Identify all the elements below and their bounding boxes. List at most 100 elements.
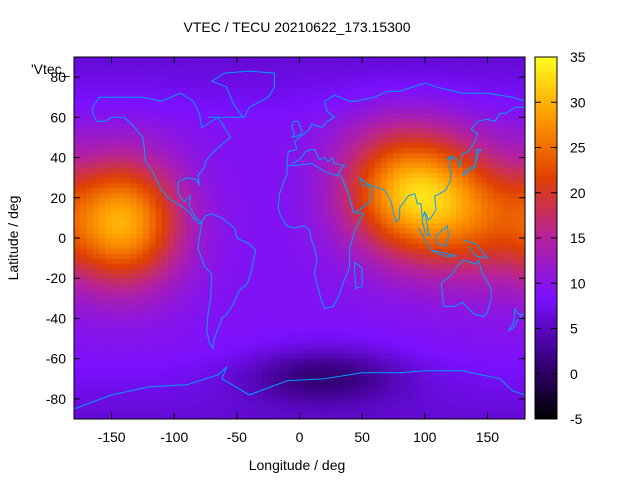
heatmap-cell [117, 348, 125, 355]
heatmap-cell [211, 403, 219, 410]
heatmap-cell [462, 212, 470, 219]
heatmap-cell [224, 227, 232, 234]
heatmap-cell [186, 92, 194, 98]
heatmap-cell [80, 303, 88, 309]
heatmap-cell [136, 408, 144, 415]
heatmap-cell [186, 87, 194, 93]
heatmap-cell [399, 323, 407, 330]
heatmap-cell [243, 383, 250, 390]
heatmap-cell [343, 358, 351, 365]
heatmap-cell [230, 92, 238, 98]
heatmap-cell [117, 147, 125, 154]
heatmap-cell [437, 202, 445, 209]
heatmap-cell [124, 303, 131, 309]
heatmap-cell [105, 222, 113, 229]
heatmap-cell [418, 378, 426, 385]
heatmap-cell [92, 97, 100, 103]
heatmap-cell [493, 232, 501, 239]
heatmap-cell [268, 142, 276, 149]
heatmap-cell [474, 253, 482, 259]
heatmap-cell [136, 167, 144, 174]
heatmap-cell [186, 313, 194, 320]
heatmap-cell [437, 177, 445, 184]
heatmap-cell [193, 298, 200, 304]
heatmap-cell [299, 403, 307, 410]
heatmap-cell [462, 283, 470, 289]
heatmap-cell [274, 152, 282, 159]
heatmap-cell [199, 182, 207, 189]
heatmap-cell [205, 92, 213, 98]
heatmap-cell [274, 408, 282, 415]
heatmap-cell [405, 217, 413, 224]
heatmap-cell [268, 338, 276, 345]
heatmap-cell [443, 172, 451, 179]
heatmap-cell [261, 217, 269, 224]
heatmap-cell [218, 398, 225, 405]
heatmap-cell [474, 172, 482, 179]
heatmap-cell [374, 328, 382, 335]
heatmap-cell [474, 122, 482, 128]
heatmap-cell [512, 278, 520, 284]
heatmap-cell [431, 338, 438, 345]
heatmap-cell [481, 182, 489, 189]
heatmap-cell [399, 278, 407, 284]
heatmap-cell [142, 162, 150, 169]
heatmap-cell [293, 82, 301, 88]
heatmap-cell [355, 238, 363, 244]
heatmap-cell [130, 248, 138, 254]
heatmap-cell [493, 82, 501, 88]
heatmap-cell [268, 107, 276, 113]
heatmap-cell [186, 268, 194, 274]
heatmap-cell [274, 232, 282, 239]
heatmap-cell [299, 157, 307, 164]
heatmap-cell [74, 197, 81, 204]
heatmap-cell [468, 197, 476, 204]
heatmap-cell [117, 187, 125, 194]
heatmap-cell [449, 368, 457, 375]
heatmap-cell [243, 238, 250, 244]
heatmap-cell [99, 192, 106, 199]
heatmap-cell [224, 212, 232, 219]
heatmap-cell [418, 268, 426, 274]
heatmap-cell [437, 157, 445, 164]
heatmap-cell [456, 147, 463, 154]
heatmap-cell [199, 298, 207, 304]
heatmap-cell [249, 393, 257, 400]
heatmap-cell [236, 283, 244, 289]
heatmap-cell [318, 232, 326, 239]
heatmap-cell [211, 112, 219, 118]
heatmap-cell [149, 343, 157, 350]
heatmap-cell [280, 383, 288, 390]
heatmap-cell [355, 152, 363, 159]
heatmap-cell [180, 197, 188, 204]
heatmap-cell [193, 92, 200, 98]
heatmap-cell [211, 408, 219, 415]
heatmap-cell [418, 243, 426, 249]
heatmap-cell [349, 222, 357, 229]
heatmap-cell [499, 308, 507, 315]
heatmap-cell [186, 368, 194, 375]
heatmap-cell [362, 102, 369, 108]
heatmap-cell [142, 353, 150, 360]
heatmap-cell [387, 112, 395, 118]
heatmap-cell [180, 353, 188, 360]
heatmap-cell [506, 363, 514, 370]
heatmap-cell [399, 398, 407, 405]
heatmap-cell [318, 328, 326, 335]
heatmap-cell [280, 313, 288, 320]
heatmap-cell [211, 77, 219, 83]
heatmap-cell [117, 393, 125, 400]
heatmap-cell [343, 222, 351, 229]
heatmap-cell [343, 413, 351, 419]
heatmap-cell [330, 263, 338, 269]
heatmap-cell [443, 283, 451, 289]
heatmap-cell [462, 182, 470, 189]
heatmap-cell [124, 318, 131, 325]
heatmap-cell [362, 368, 369, 375]
heatmap-cell [249, 263, 257, 269]
heatmap-cell [74, 217, 81, 224]
heatmap-cell [468, 87, 476, 93]
heatmap-cell [74, 147, 81, 154]
heatmap-cell [286, 122, 294, 128]
heatmap-cell [174, 333, 182, 340]
